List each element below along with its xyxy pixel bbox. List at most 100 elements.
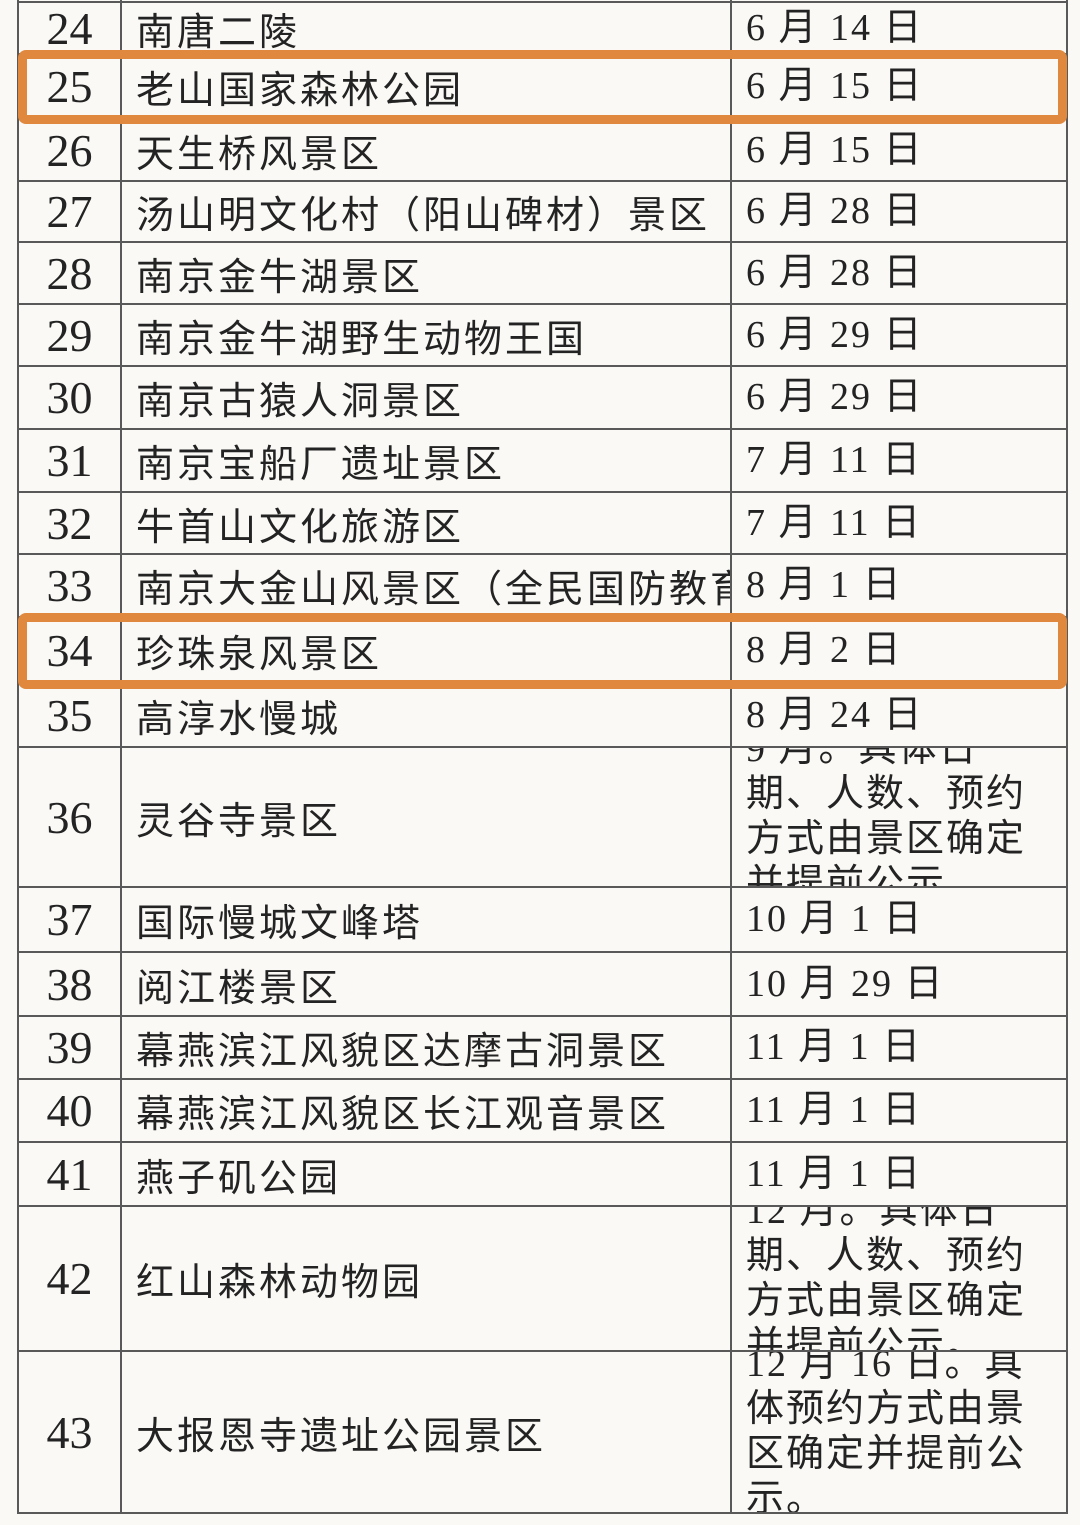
row-number-cell: 40 [19, 1080, 120, 1141]
open-date-cell: 12 月 16 日。具体预约方式由景区确定并提前公示。 [730, 1352, 1066, 1512]
row-number-cell: 29 [19, 305, 120, 365]
row-number: 42 [46, 1253, 93, 1304]
table-row: 24 南唐二陵 6 月 14 日 [19, 3, 1066, 55]
table-row: 42 红山森林动物园 12 月。具体日期、人数、预约方式由景区确定并提前公示。 [19, 1207, 1066, 1352]
open-date-cell: 6 月 28 日 [730, 243, 1066, 303]
scenic-area-name-cell: 高淳水慢城 [120, 685, 730, 746]
open-date: 12 月。具体日期、人数、预约方式由景区确定并提前公示。 [746, 1207, 1027, 1350]
open-date-cell: 6 月 29 日 [730, 305, 1066, 365]
open-date: 6 月 15 日 [746, 65, 924, 107]
row-number-cell: 26 [19, 120, 120, 180]
scenic-area-name-cell: 大报恩寺遗址公园景区 [120, 1352, 730, 1512]
scenic-area-name: 燕子矶公园 [136, 1157, 342, 1200]
open-date: 6 月 14 日 [746, 6, 924, 49]
row-number: 34 [46, 625, 93, 676]
row-number-cell: 36 [19, 748, 120, 886]
open-date-cell: 8 月 1 日 [730, 555, 1066, 616]
row-number-cell: 34 [19, 618, 120, 683]
scenic-area-name: 南京宝船厂遗址景区 [136, 444, 506, 486]
row-number-cell: 39 [19, 1017, 120, 1078]
row-number-cell: 32 [19, 493, 120, 553]
open-date: 11 月 1 日 [746, 1089, 923, 1131]
scenic-area-name-cell: 灵谷寺景区 [120, 748, 730, 886]
scenic-area-name: 天生桥风景区 [136, 133, 383, 176]
scenic-area-name: 国际慢城文峰塔 [136, 903, 424, 945]
open-date-cell: 11 月 1 日 [730, 1080, 1066, 1141]
open-date-cell: 7 月 11 日 [730, 493, 1066, 553]
scenic-area-name-cell: 南京古猿人洞景区 [120, 367, 730, 428]
row-number: 36 [46, 791, 93, 843]
scenic-area-name: 老山国家森林公园 [136, 70, 465, 112]
table-row: 34 珍珠泉风景区 8 月 2 日 [18, 613, 1067, 689]
open-date: 8 月 24 日 [746, 694, 924, 736]
scenic-area-name-cell: 幕燕滨江风貌区长江观音景区 [120, 1080, 730, 1141]
table-row: 32 牛首山文化旅游区 7 月 11 日 [19, 493, 1066, 555]
scenic-area-name: 南唐二陵 [136, 11, 301, 54]
table-row: 25 老山国家森林公园 6 月 15 日 [18, 50, 1067, 124]
open-date: 10 月 1 日 [746, 898, 924, 940]
open-date: 10 月 29 日 [746, 962, 945, 1005]
scenic-area-name-cell [120, 0, 730, 1]
scenic-area-name: 汤山明文化村（阳山碑材）景区 [136, 195, 711, 237]
open-date-cell: 8 月 2 日 [730, 618, 1066, 683]
row-number: 31 [46, 435, 93, 486]
table-row: 38 阅江楼景区 10 月 29 日 [19, 953, 1066, 1017]
reservation-table: 24 南唐二陵 6 月 14 日 25 老山国家森林公园 6 月 15 日 26… [17, 0, 1068, 1514]
open-date-cell: 10 月 1 日 [730, 888, 1066, 951]
scenic-area-name: 南京大金山风景区（全民国防教育基地） [136, 569, 730, 611]
table-row: 37 国际慢城文峰塔 10 月 1 日 [19, 888, 1066, 953]
row-number-cell: 33 [19, 555, 120, 616]
row-number: 33 [46, 560, 93, 611]
open-date: 6 月 28 日 [746, 190, 924, 232]
row-number: 29 [46, 309, 93, 361]
open-date: 11 月 1 日 [746, 1152, 923, 1195]
row-number-cell: 30 [19, 367, 120, 428]
scenic-area-name-cell: 幕燕滨江风貌区达摩古洞景区 [120, 1017, 730, 1078]
row-number: 27 [46, 186, 93, 237]
open-date: 11 月 1 日 [746, 1026, 923, 1068]
scenic-area-name: 幕燕滨江风貌区达摩古洞景区 [136, 1031, 670, 1073]
scenic-area-name-cell: 南京宝船厂遗址景区 [120, 430, 730, 491]
row-number: 43 [46, 1406, 93, 1458]
row-number: 39 [46, 1022, 93, 1073]
row-number-cell: 24 [19, 3, 120, 53]
open-date: 6 月 29 日 [746, 313, 924, 356]
row-number: 30 [46, 372, 93, 423]
open-date: 6 月 28 日 [746, 251, 924, 294]
scenic-area-name-cell: 国际慢城文峰塔 [120, 888, 730, 951]
open-date-cell: 6 月 15 日 [730, 55, 1066, 118]
open-date: 7 月 11 日 [746, 439, 923, 481]
row-number-cell: 28 [19, 243, 120, 303]
open-date-cell: 6 月 29 日 [730, 367, 1066, 428]
scenic-area-name-cell: 南京大金山风景区（全民国防教育基地） [120, 555, 730, 616]
table-row: 41 燕子矶公园 11 月 1 日 [19, 1143, 1066, 1207]
table-row: 43 大报恩寺遗址公园景区 12 月 16 日。具体预约方式由景区确定并提前公示… [19, 1352, 1066, 1514]
row-number: 26 [46, 124, 93, 176]
table-row: 31 南京宝船厂遗址景区 7 月 11 日 [19, 430, 1066, 493]
scenic-area-name: 南京金牛湖景区 [136, 256, 424, 299]
row-number-cell: 27 [19, 182, 120, 241]
table-row: 36 灵谷寺景区 9 月。具体日期、人数、预约方式由景区确定并提前公示。 [19, 748, 1066, 888]
row-number: 24 [46, 3, 93, 53]
scenic-area-name: 牛首山文化旅游区 [136, 506, 465, 549]
open-date-cell: 8 月 24 日 [730, 685, 1066, 746]
scenic-area-name: 高淳水慢城 [136, 699, 342, 741]
table-row: 30 南京古猿人洞景区 6 月 29 日 [19, 367, 1066, 430]
row-number-cell [19, 0, 120, 1]
scenic-area-name: 红山森林动物园 [136, 1262, 424, 1304]
row-number: 40 [46, 1085, 93, 1136]
open-date-cell: 12 月。具体日期、人数、预约方式由景区确定并提前公示。 [730, 1207, 1066, 1350]
row-number-cell: 35 [19, 685, 120, 746]
scenic-area-name: 阅江楼景区 [136, 967, 342, 1010]
scenic-area-name-cell: 红山森林动物园 [120, 1207, 730, 1350]
table-row: 29 南京金牛湖野生动物王国 6 月 29 日 [19, 305, 1066, 367]
table-row: 27 汤山明文化村（阳山碑材）景区 6 月 28 日 [19, 182, 1066, 243]
row-number-cell: 31 [19, 430, 120, 491]
scenic-area-name-cell: 天生桥风景区 [120, 120, 730, 180]
scenic-area-name: 珍珠泉风景区 [136, 634, 383, 676]
table-row: 33 南京大金山风景区（全民国防教育基地） 8 月 1 日 [19, 555, 1066, 618]
table-row: 28 南京金牛湖景区 6 月 28 日 [19, 243, 1066, 305]
open-date-cell: 7 月 11 日 [730, 430, 1066, 491]
open-date: 9 月。具体日期、人数、预约方式由景区确定并提前公示。 [746, 748, 1027, 886]
